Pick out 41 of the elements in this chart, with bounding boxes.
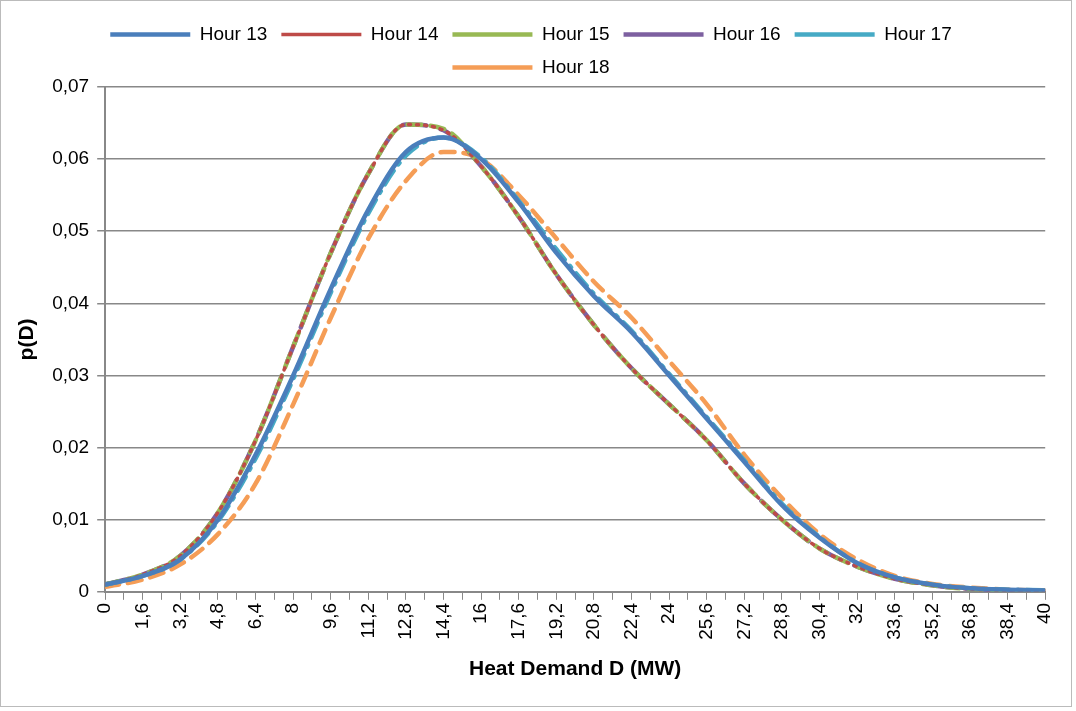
x-tick-label: 0 xyxy=(93,602,115,614)
legend-label: Hour 17 xyxy=(884,22,952,44)
x-tick-label: 14,4 xyxy=(431,602,453,640)
x-tick-label: 6,4 xyxy=(243,602,265,630)
x-tick-label: 22,4 xyxy=(619,602,641,640)
y-tick-label: 0,07 xyxy=(52,75,90,97)
x-tick-label: 32 xyxy=(845,602,867,624)
x-tick-label: 24 xyxy=(657,602,679,624)
x-tick-label: 33,6 xyxy=(883,602,905,640)
x-tick-label: 8 xyxy=(281,602,303,614)
y-tick-label: 0,01 xyxy=(52,507,90,529)
legend-label: Hour 15 xyxy=(541,22,610,44)
x-tick-label: 12,8 xyxy=(394,602,416,640)
x-tick-label: 25,6 xyxy=(695,602,717,640)
legend-label: Hour 14 xyxy=(370,22,439,44)
x-tick-label: 4,8 xyxy=(206,602,228,630)
x-tick-label: 17,6 xyxy=(507,602,529,640)
x-tick-label: 36,8 xyxy=(958,602,980,640)
x-tick-label: 20,8 xyxy=(582,602,604,640)
x-tick-label: 19,2 xyxy=(544,602,566,640)
x-tick-label: 16 xyxy=(469,602,491,624)
x-tick-label: 27,2 xyxy=(732,602,754,640)
x-axis-title: Heat Demand D (MW) xyxy=(469,656,682,680)
x-tick-label: 9,6 xyxy=(319,602,341,630)
y-tick-label: 0,06 xyxy=(52,147,90,169)
x-tick-label: 11,2 xyxy=(356,602,378,639)
y-tick-label: 0,03 xyxy=(52,363,90,385)
x-tick-label: 35,2 xyxy=(920,602,942,640)
legend-label: Hour 18 xyxy=(541,55,610,77)
legend-label: Hour 16 xyxy=(713,22,781,44)
y-tick-label: 0,02 xyxy=(52,435,90,457)
x-tick-label: 28,8 xyxy=(770,602,792,640)
x-tick-label: 1,6 xyxy=(131,602,153,630)
y-tick-label: 0,05 xyxy=(52,219,90,241)
x-tick-label: 38,4 xyxy=(995,602,1017,640)
legend-label: Hour 13 xyxy=(199,22,268,44)
x-tick-label: 3,2 xyxy=(168,602,190,630)
x-tick-label: 30,4 xyxy=(807,602,829,640)
x-tick-label: 40 xyxy=(1033,602,1055,624)
y-axis-title: p(D) xyxy=(14,318,38,361)
y-tick-label: 0,04 xyxy=(52,291,90,313)
